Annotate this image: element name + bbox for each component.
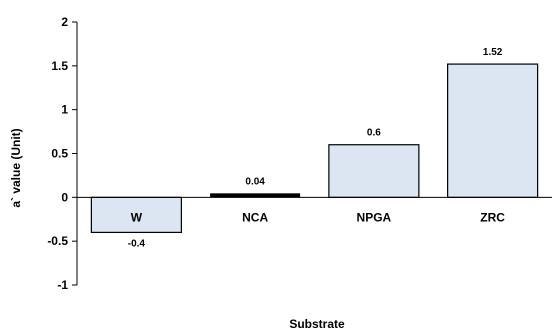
data-label: 1.52 <box>483 47 503 58</box>
bar <box>210 193 301 198</box>
bar <box>447 63 539 198</box>
y-axis: -1 -0.5 0 0.5 1 1.5 2 <box>47 15 78 292</box>
data-label: -0.4 <box>128 238 146 249</box>
y-tick-label: 1.5 <box>51 59 68 73</box>
x-axis: W NCA NPGA ZRC <box>77 196 552 224</box>
data-label: 0.04 <box>245 176 265 187</box>
y-tick-label: 0.5 <box>51 147 68 161</box>
category-label: NPGA <box>357 210 392 224</box>
bar <box>90 196 182 233</box>
category-label: ZRC <box>480 210 505 224</box>
y-tick-label: 2 <box>61 15 68 29</box>
y-tick-label: 1 <box>61 103 68 117</box>
y-axis-title: a` value (Unit) <box>9 128 23 207</box>
x-axis-title: Substrate <box>289 317 345 331</box>
category-label: W <box>131 210 143 224</box>
y-tick-label: -0.5 <box>47 234 68 248</box>
category-label: NCA <box>242 210 268 224</box>
y-tick-label: 0 <box>61 190 68 204</box>
bar <box>328 144 420 198</box>
y-tick-label: -1 <box>57 278 68 292</box>
data-label: 0.6 <box>367 128 381 139</box>
bars: -0.4 0.04 0.6 1.52 <box>90 47 539 249</box>
